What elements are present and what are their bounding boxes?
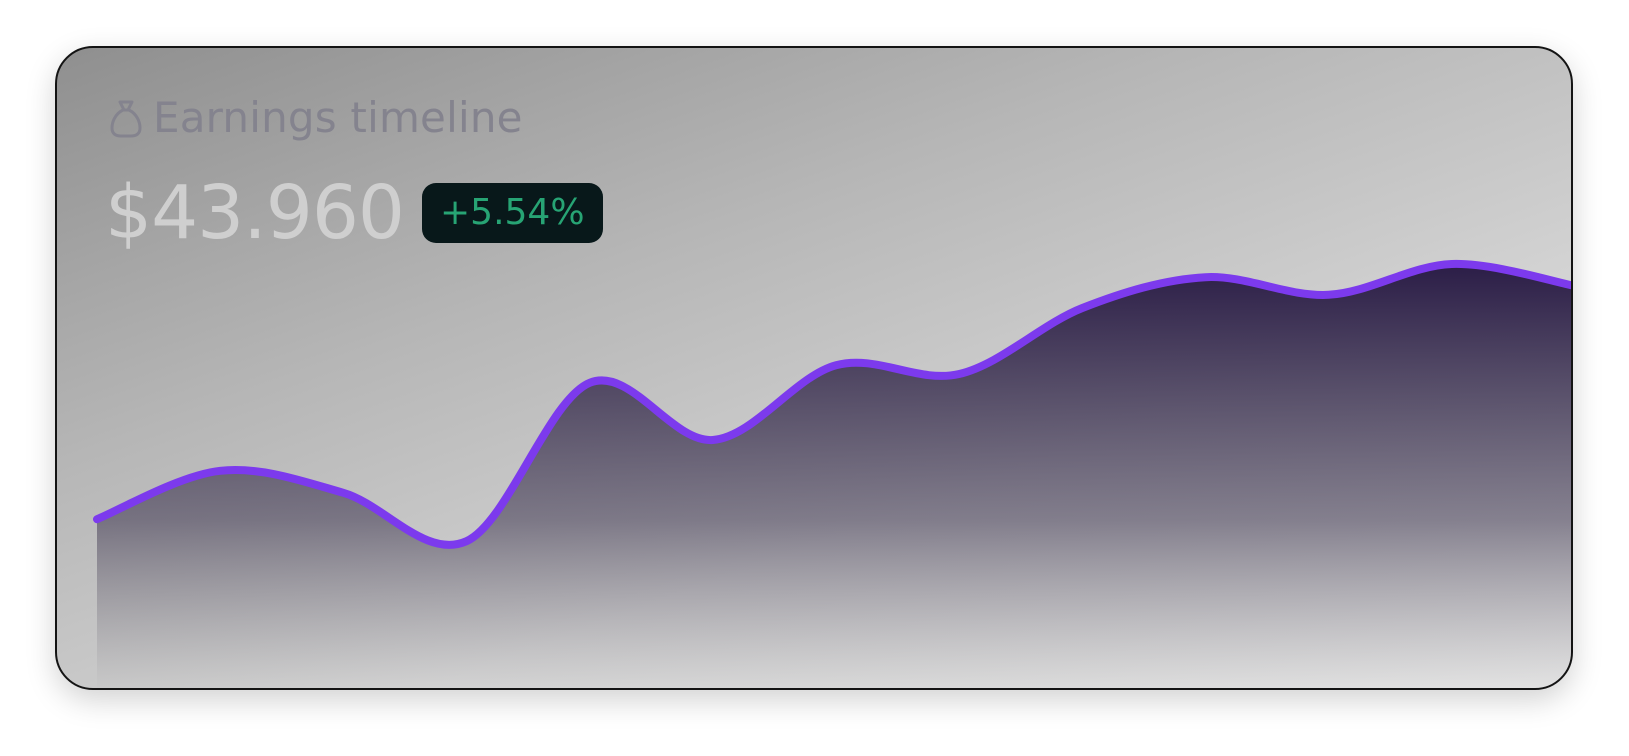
change-badge: +5.54%	[422, 183, 603, 243]
earnings-card: Earnings timeline $43.960 +5.54%	[55, 46, 1573, 690]
card-header: Earnings timeline	[109, 96, 523, 140]
earnings-amount: $43.960	[105, 170, 405, 256]
card-title: Earnings timeline	[153, 93, 523, 142]
value-row: $43.960 +5.54%	[105, 176, 603, 250]
chart-series-line	[93, 259, 1571, 549]
earnings-chart	[93, 259, 1571, 688]
chart-area-fill	[97, 263, 1571, 688]
money-bag-icon	[110, 100, 142, 138]
